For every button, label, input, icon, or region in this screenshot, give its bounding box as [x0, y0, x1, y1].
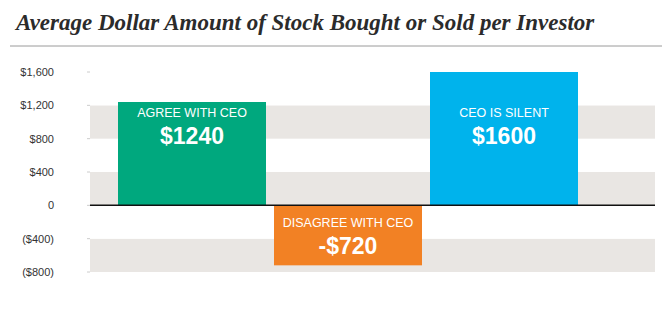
- y-tick-label: $1,200: [20, 99, 54, 111]
- title: Average Dollar Amount of Stock Bought or…: [14, 10, 595, 35]
- y-tick-label: $800: [30, 133, 54, 145]
- data-labels: AGREE WITH CEO $1240 DISAGREE WITH CEO -$72…: [137, 106, 549, 259]
- bar: [274, 205, 422, 265]
- y-tick: [87, 138, 90, 139]
- y-tick-label: $1,600: [20, 66, 54, 78]
- y-tick: [87, 205, 90, 206]
- data-label: $1240: [160, 123, 224, 149]
- title-rule: [10, 46, 662, 47]
- bars: [118, 72, 578, 265]
- chart: Average Dollar Amount of Stock Bought or…: [0, 0, 672, 325]
- y-tick: [87, 72, 90, 73]
- y-tick: [87, 105, 90, 106]
- data-label: -$720: [319, 233, 378, 259]
- category-label: AGREE WITH CEO: [137, 106, 247, 120]
- y-tick-label: 0: [48, 199, 54, 211]
- zero-line: [90, 205, 655, 207]
- y-tick-label: $400: [30, 166, 54, 178]
- y-tick: [87, 238, 90, 239]
- y-tick-label: ($800): [22, 266, 54, 278]
- bar: [118, 102, 266, 205]
- y-tick-label: ($400): [22, 233, 54, 245]
- category-label: DISAGREE WITH CEO: [283, 216, 414, 230]
- category-label: CEO IS SILENT: [459, 106, 549, 120]
- bar: [430, 72, 578, 205]
- y-tick: [87, 172, 90, 173]
- y-tick: [87, 272, 90, 273]
- data-label: $1600: [472, 123, 536, 149]
